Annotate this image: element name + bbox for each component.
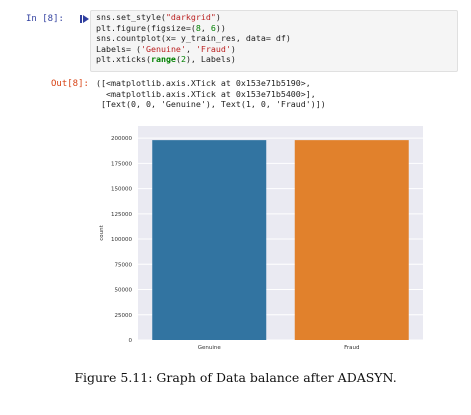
code-block: sns.set_style("darkgrid") plt.figure(figs… — [96, 12, 291, 65]
y-tick-label: 25000 — [115, 313, 133, 319]
code-line: plt.figure(figsize=(8, 6)) — [96, 22, 226, 33]
in-prompt: In [8]: — [26, 14, 64, 24]
output-line: ([<matplotlib.axis.XTick at 0x153e71b519… — [96, 78, 311, 88]
countplot-chart: 0 25000 50000 75000 100000 125000 150000 175000… — [99, 126, 423, 351]
y-tick-label: 50000 — [115, 288, 133, 294]
y-tick-label: 200000 — [111, 136, 132, 142]
bar-fraud — [294, 140, 409, 340]
code-line: Labels= ('Genuine', 'Fraud') — [96, 43, 236, 54]
code-line: sns.countplot(x= y_train_res, data= df) — [96, 33, 291, 43]
y-axis-label: count — [99, 224, 105, 240]
y-tick-label: 75000 — [115, 262, 133, 268]
output-line: <matplotlib.axis.XTick at 0x153e71b5400>… — [96, 88, 316, 99]
y-tick-label: 175000 — [111, 161, 132, 167]
bar-genuine — [152, 140, 267, 340]
output-text: ([<matplotlib.axis.XTick at 0x153e71b519… — [96, 78, 326, 110]
y-tick-label: 150000 — [111, 187, 132, 193]
code-line: sns.set_style("darkgrid") — [96, 12, 221, 22]
x-tick-label: Fraud — [344, 345, 359, 351]
y-tick-label: 125000 — [111, 212, 132, 218]
code-editor[interactable] — [90, 10, 458, 72]
x-tick-label: Genuine — [198, 345, 222, 351]
y-tick-label: 0 — [129, 338, 133, 344]
out-prompt: Out[8]: — [51, 79, 89, 89]
y-tick-label: 100000 — [111, 237, 132, 243]
run-cell-icon[interactable] — [80, 14, 90, 24]
figure-caption: Figure 5.11: Graph of Data balance after… — [74, 370, 397, 385]
code-line: plt.xticks(range(2), Labels) — [96, 54, 236, 64]
output-line: [Text(0, 0, 'Genuine'), Text(1, 0, 'Frau… — [96, 99, 326, 109]
